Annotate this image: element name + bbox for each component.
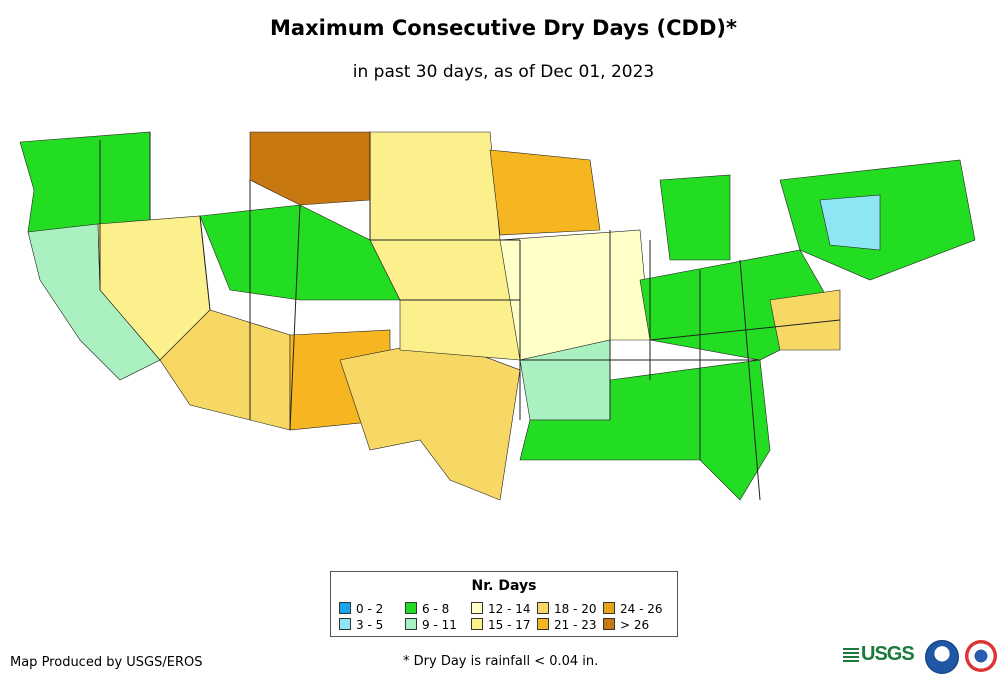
region-minnesota-wisconsin xyxy=(489,149,601,236)
usgs-logo: USGS xyxy=(843,643,915,666)
credit-text: Map Produced by USGS/EROS xyxy=(10,655,203,670)
map-subtitle: in past 30 days, as of Dec 01, 2023 xyxy=(352,62,655,82)
region-midwest xyxy=(499,229,651,361)
state-border xyxy=(739,259,761,501)
legend-item: 9 - 11 xyxy=(405,618,457,632)
legend-item: 18 - 20 xyxy=(537,602,597,616)
legend-label: 15 - 17 xyxy=(488,618,531,632)
footnote: * Dry Day is rainfall < 0.04 in. xyxy=(403,654,599,669)
region-pacific-northwest xyxy=(19,131,151,233)
legend-item: > 26 xyxy=(603,618,649,632)
legend-item: 12 - 14 xyxy=(471,602,531,616)
state-border xyxy=(289,204,301,431)
legend: Nr. Days 0 - 2 3 - 5 6 - 8 9 - 11 12 - 14 15 … xyxy=(330,571,678,637)
region-texas xyxy=(339,339,521,501)
legend-swatch xyxy=(603,618,615,630)
nws-logo xyxy=(965,640,997,672)
legend-item: 21 - 23 xyxy=(537,618,597,632)
map-fill xyxy=(19,131,976,501)
legend-label: 21 - 23 xyxy=(554,618,597,632)
legend-item: 15 - 17 xyxy=(471,618,531,632)
legend-label: 18 - 20 xyxy=(554,602,597,616)
state-borders xyxy=(99,132,841,501)
legend-label: 12 - 14 xyxy=(488,602,531,616)
legend-label: 6 - 8 xyxy=(422,602,450,616)
legend-item: 0 - 2 xyxy=(339,602,383,616)
legend-swatch xyxy=(603,602,615,614)
state-border xyxy=(199,215,211,311)
region-new-york xyxy=(819,194,881,251)
legend-label: 9 - 11 xyxy=(422,618,457,632)
noaa-logo xyxy=(925,640,959,674)
state-border xyxy=(649,319,841,341)
legend-title: Nr. Days xyxy=(471,578,537,594)
region-mid-atlantic xyxy=(769,289,841,351)
region-montana-east xyxy=(249,131,371,206)
legend-label: 3 - 5 xyxy=(356,618,384,632)
legend-label: 24 - 26 xyxy=(620,602,663,616)
legend-swatch xyxy=(471,602,483,614)
legend-swatch xyxy=(471,618,483,630)
legend-label: > 26 xyxy=(620,618,650,632)
legend-swatch xyxy=(339,618,351,630)
region-northern-plains xyxy=(369,131,501,241)
legend-swatch xyxy=(537,602,549,614)
legend-swatch xyxy=(405,602,417,614)
legend-swatch xyxy=(405,618,417,630)
legend-item: 3 - 5 xyxy=(339,618,383,632)
legend-label: 0 - 2 xyxy=(356,602,384,616)
legend-swatch xyxy=(339,602,351,614)
region-michigan xyxy=(659,174,731,261)
conus-cdd-map xyxy=(19,131,976,501)
legend-item: 24 - 26 xyxy=(603,602,663,616)
map-title: Maximum Consecutive Dry Days (CDD)* xyxy=(270,16,737,40)
legend-item: 6 - 8 xyxy=(405,602,449,616)
legend-swatch xyxy=(537,618,549,630)
